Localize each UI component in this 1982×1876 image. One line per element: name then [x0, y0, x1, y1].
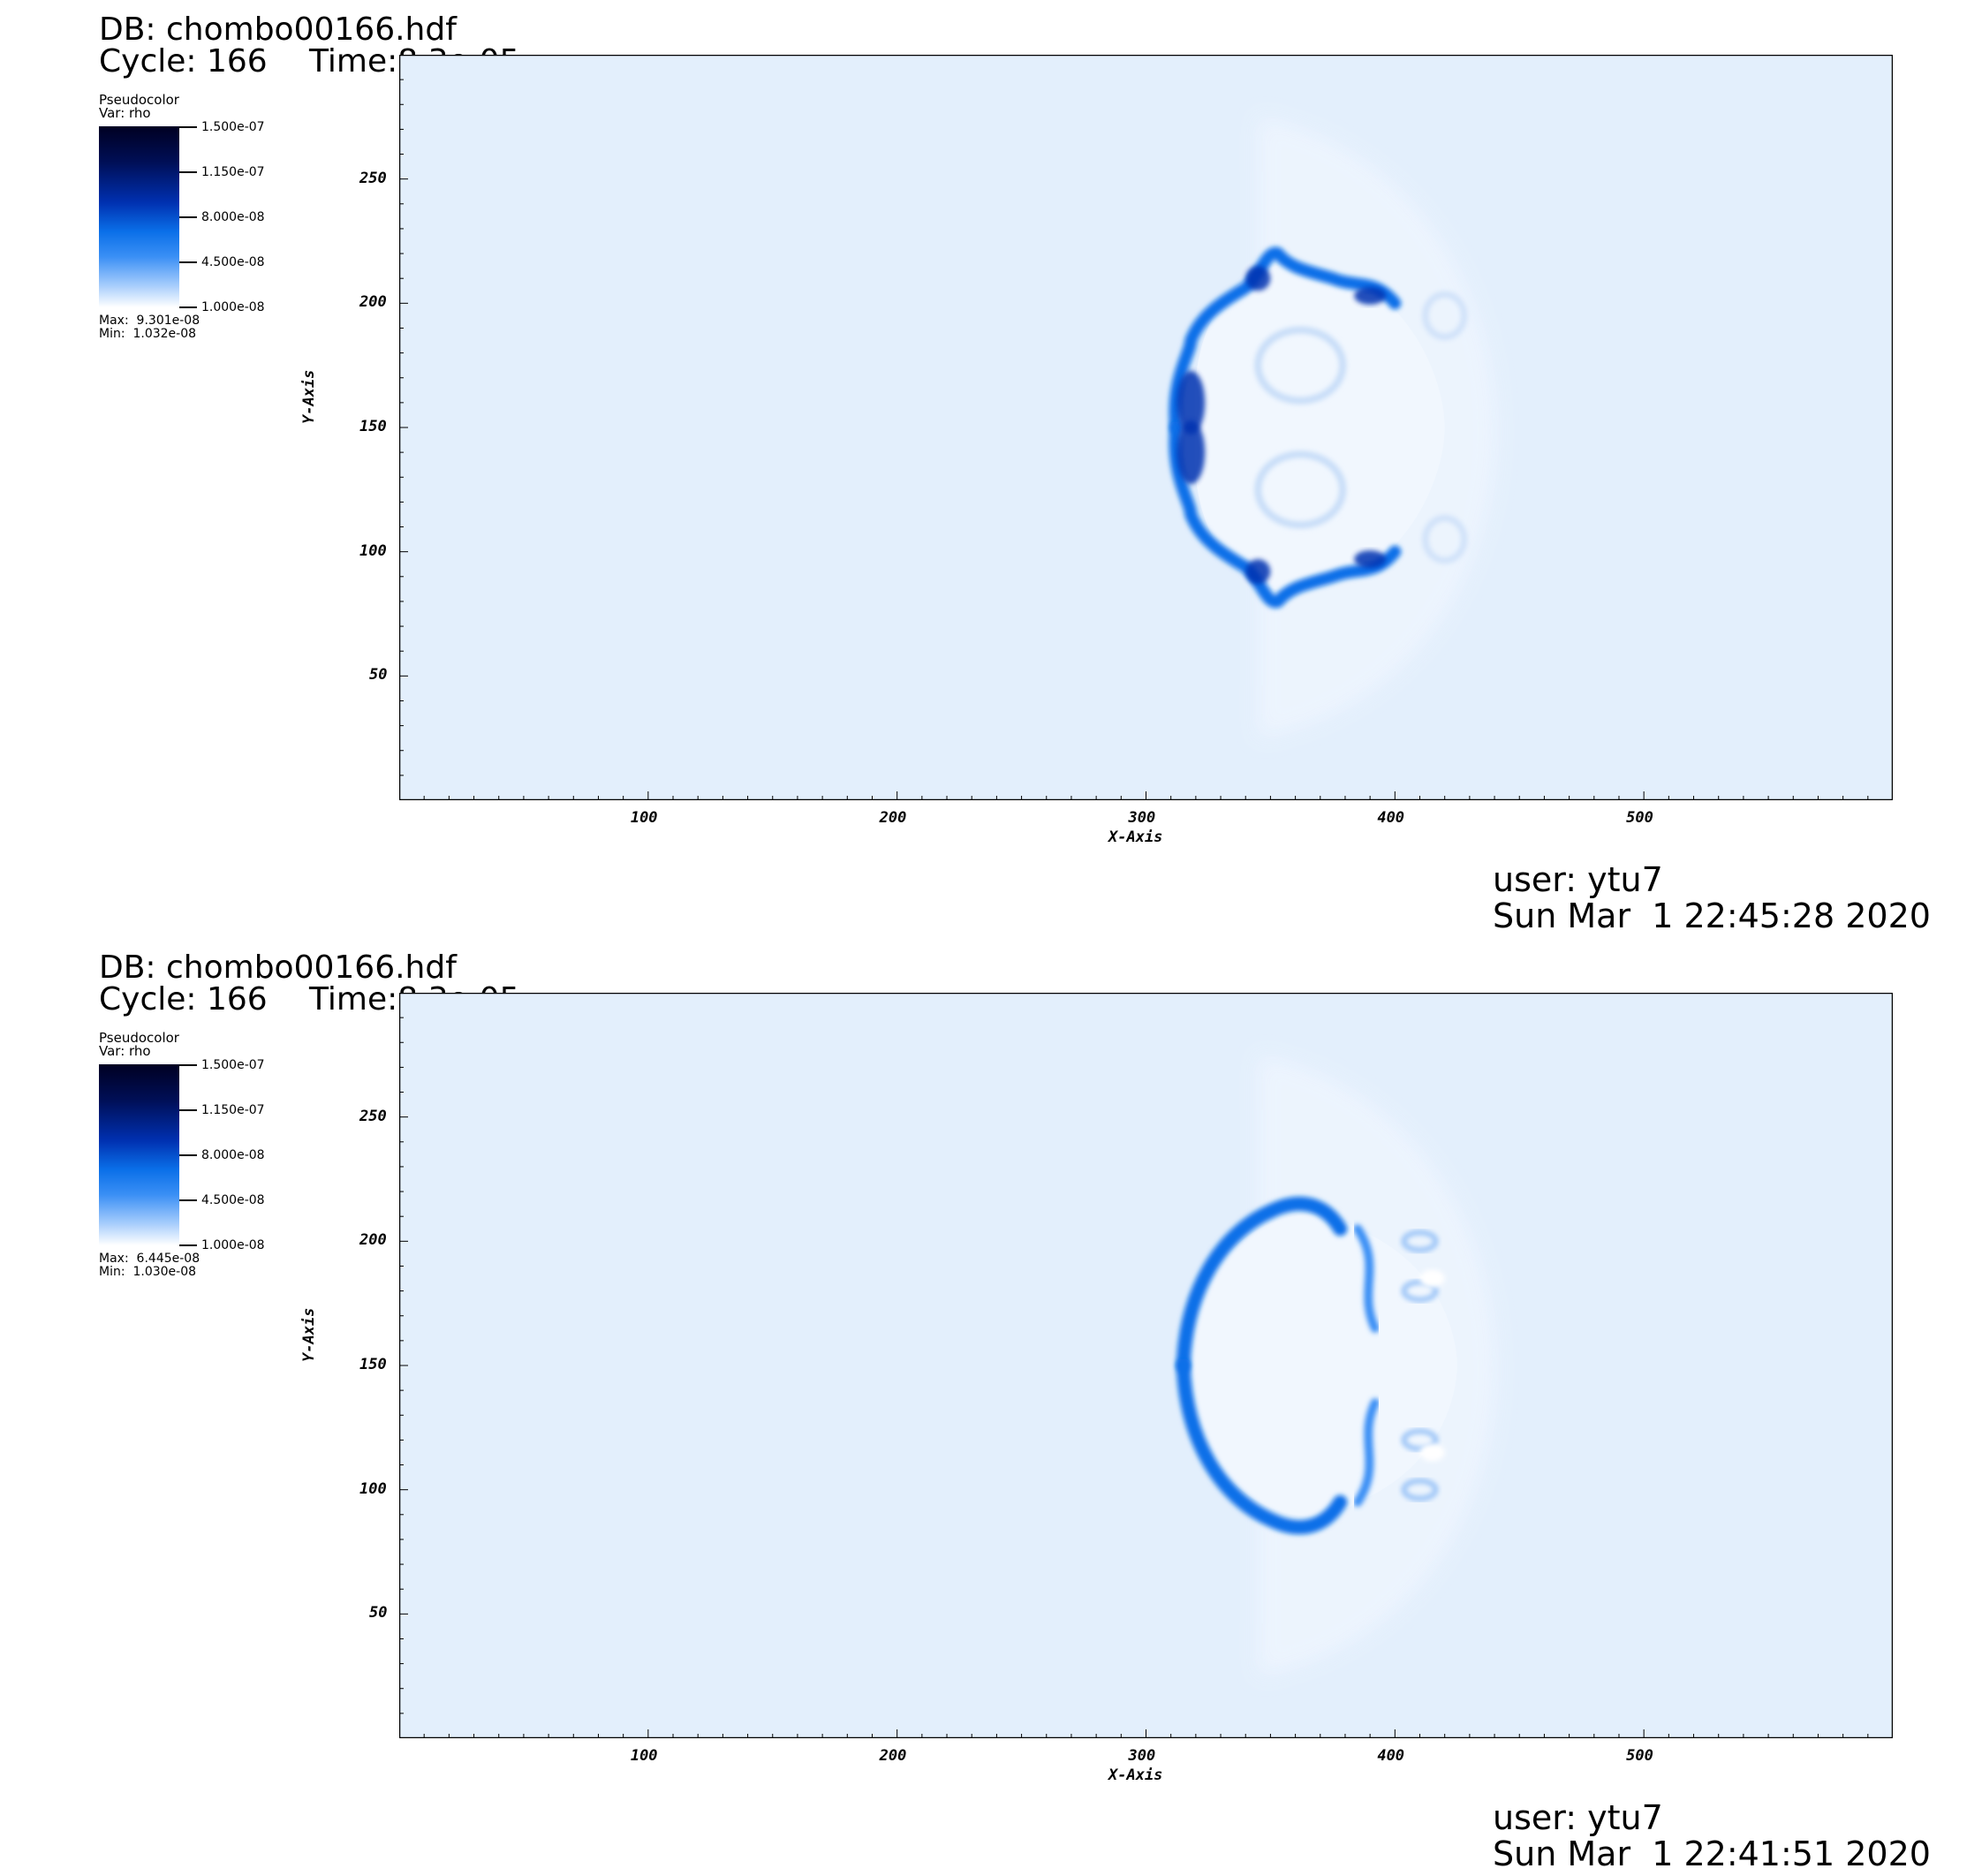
database-label: DB: chombo00166.hdf — [99, 11, 457, 48]
y-axis-title: Y-Axis — [300, 369, 318, 424]
x-tick-label: 100 — [630, 1747, 658, 1765]
x-tick-label: 200 — [879, 1747, 907, 1765]
density-field — [399, 55, 1893, 800]
trailing-finger — [1401, 1428, 1439, 1452]
colorbar — [99, 126, 179, 307]
trailing-finger — [1401, 1229, 1439, 1253]
user-label: user: ytu7 — [1493, 1798, 1663, 1837]
colorbar-tick-label: 4.500e-08 — [201, 1193, 265, 1207]
x-tick-label: 300 — [1128, 809, 1156, 827]
density-structure — [1169, 117, 1496, 738]
y-tick-label: 150 — [359, 1356, 387, 1373]
dense-knot — [1176, 420, 1206, 485]
x-tick-label: 500 — [1626, 809, 1653, 827]
x-tick-label: 500 — [1626, 1747, 1653, 1765]
trailing-finger — [1422, 291, 1468, 340]
y-tick-label: 250 — [359, 169, 387, 187]
colorbar-tick-label: 1.000e-08 — [201, 300, 265, 314]
visit-panel-2: DB: chombo00166.hdf Cycle: 166 Time:8.3e… — [0, 938, 1982, 1876]
bubble-interior — [1183, 1214, 1457, 1517]
dense-knot — [1245, 559, 1271, 585]
colorbar-tick-label: 1.500e-07 — [201, 1058, 265, 1072]
colorbar-tick — [179, 1199, 197, 1201]
colorbar-tick-label: 1.000e-08 — [201, 1238, 265, 1252]
trailing-finger — [1422, 515, 1468, 564]
axis-ticks — [399, 1017, 1869, 1738]
colorbar-tick — [179, 1244, 197, 1246]
x-axis-title: X-Axis — [1108, 828, 1163, 846]
vortex — [1254, 450, 1347, 529]
date-label: Sun Mar 1 22:45:28 2020 — [1493, 896, 1931, 935]
cycle-label: Cycle: 166 — [99, 981, 268, 1017]
finger-stem — [1353, 1398, 1380, 1507]
date-label: Sun Mar 1 22:41:51 2020 — [1493, 1834, 1931, 1873]
x-tick-label: 400 — [1377, 809, 1405, 827]
bubble-interior — [1194, 263, 1445, 592]
x-tick-label: 400 — [1377, 1747, 1405, 1765]
legend-min: Min: 1.032e-08 — [99, 327, 197, 341]
density-structure — [1176, 1055, 1496, 1676]
y-tick-label: 50 — [369, 1604, 388, 1623]
colorbar-tick-label: 4.500e-08 — [201, 255, 265, 269]
dense-knot — [1354, 286, 1387, 305]
y-tick-label: 150 — [359, 418, 387, 435]
dense-knot — [1245, 266, 1271, 291]
x-tick-label: 100 — [630, 809, 658, 827]
colorbar — [99, 1064, 179, 1245]
colorbar-tick-label: 1.150e-07 — [201, 165, 265, 179]
trailing-finger — [1401, 1478, 1439, 1502]
colorbar-tick — [179, 1064, 197, 1066]
y-tick-label: 100 — [359, 541, 387, 560]
vortex — [1254, 326, 1347, 405]
legend-variable: Var: rho — [99, 105, 151, 121]
colorbar-tick — [179, 1109, 197, 1111]
cycle-label: Cycle: 166 — [99, 43, 268, 79]
legend-max: Max: 6.445e-08 — [99, 1252, 200, 1266]
dense-knot — [1176, 370, 1206, 435]
colorbar-tick-label: 1.150e-07 — [201, 1103, 265, 1117]
axis-ticks — [399, 79, 1869, 800]
low-density-core — [1419, 1269, 1445, 1288]
y-tick-label: 200 — [359, 293, 387, 312]
colorbar-tick — [179, 171, 197, 173]
legend-plot-type: Pseudocolor — [99, 1030, 179, 1046]
pseudocolor-plot — [399, 55, 1893, 800]
colorbar-tick — [179, 306, 197, 308]
legend-title: Pseudocolor Var: rho — [99, 1032, 179, 1058]
colorbar-tick-label: 8.000e-08 — [201, 1148, 265, 1162]
x-tick-label: 200 — [879, 809, 907, 827]
visit-panel-1: DB: chombo00166.hdf Cycle: 166 Time:8.3e… — [99, 11, 1931, 935]
colorbar-tick — [179, 126, 197, 128]
colorbar-tick-label: 1.500e-07 — [201, 120, 265, 134]
colorbar-tick — [179, 216, 197, 218]
low-density-core — [1419, 1443, 1445, 1462]
finger-stem — [1353, 1224, 1380, 1333]
y-tick-label: 100 — [359, 1479, 387, 1498]
colorbar-tick-label: 8.000e-08 — [201, 210, 265, 224]
pseudocolor-plot — [399, 993, 1893, 1738]
front-upper — [1176, 1196, 1348, 1373]
user-label: user: ytu7 — [1493, 860, 1663, 899]
colorbar-tick — [179, 261, 197, 263]
y-tick-label: 200 — [359, 1231, 387, 1250]
legend-min: Min: 1.030e-08 — [99, 1265, 197, 1279]
legend-max: Max: 9.301e-08 — [99, 314, 200, 328]
trailing-finger — [1401, 1279, 1439, 1303]
y-tick-label: 50 — [369, 666, 388, 685]
database-label: DB: chombo00166.hdf — [99, 949, 457, 986]
density-field — [399, 993, 1893, 1738]
front-lower — [1176, 1358, 1348, 1535]
x-tick-label: 300 — [1128, 1747, 1156, 1765]
y-axis-title: Y-Axis — [300, 1307, 318, 1362]
legend-variable: Var: rho — [99, 1043, 151, 1059]
dense-knot — [1354, 550, 1387, 569]
x-axis-title: X-Axis — [1108, 1766, 1163, 1784]
legend-plot-type: Pseudocolor — [99, 92, 179, 108]
legend-title: Pseudocolor Var: rho — [99, 94, 179, 120]
y-tick-label: 250 — [359, 1107, 387, 1125]
colorbar-tick — [179, 1154, 197, 1156]
